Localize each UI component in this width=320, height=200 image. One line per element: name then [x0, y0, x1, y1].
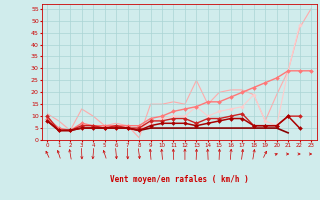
Text: Vent moyen/en rafales ( km/h ): Vent moyen/en rafales ( km/h ) [110, 176, 249, 184]
